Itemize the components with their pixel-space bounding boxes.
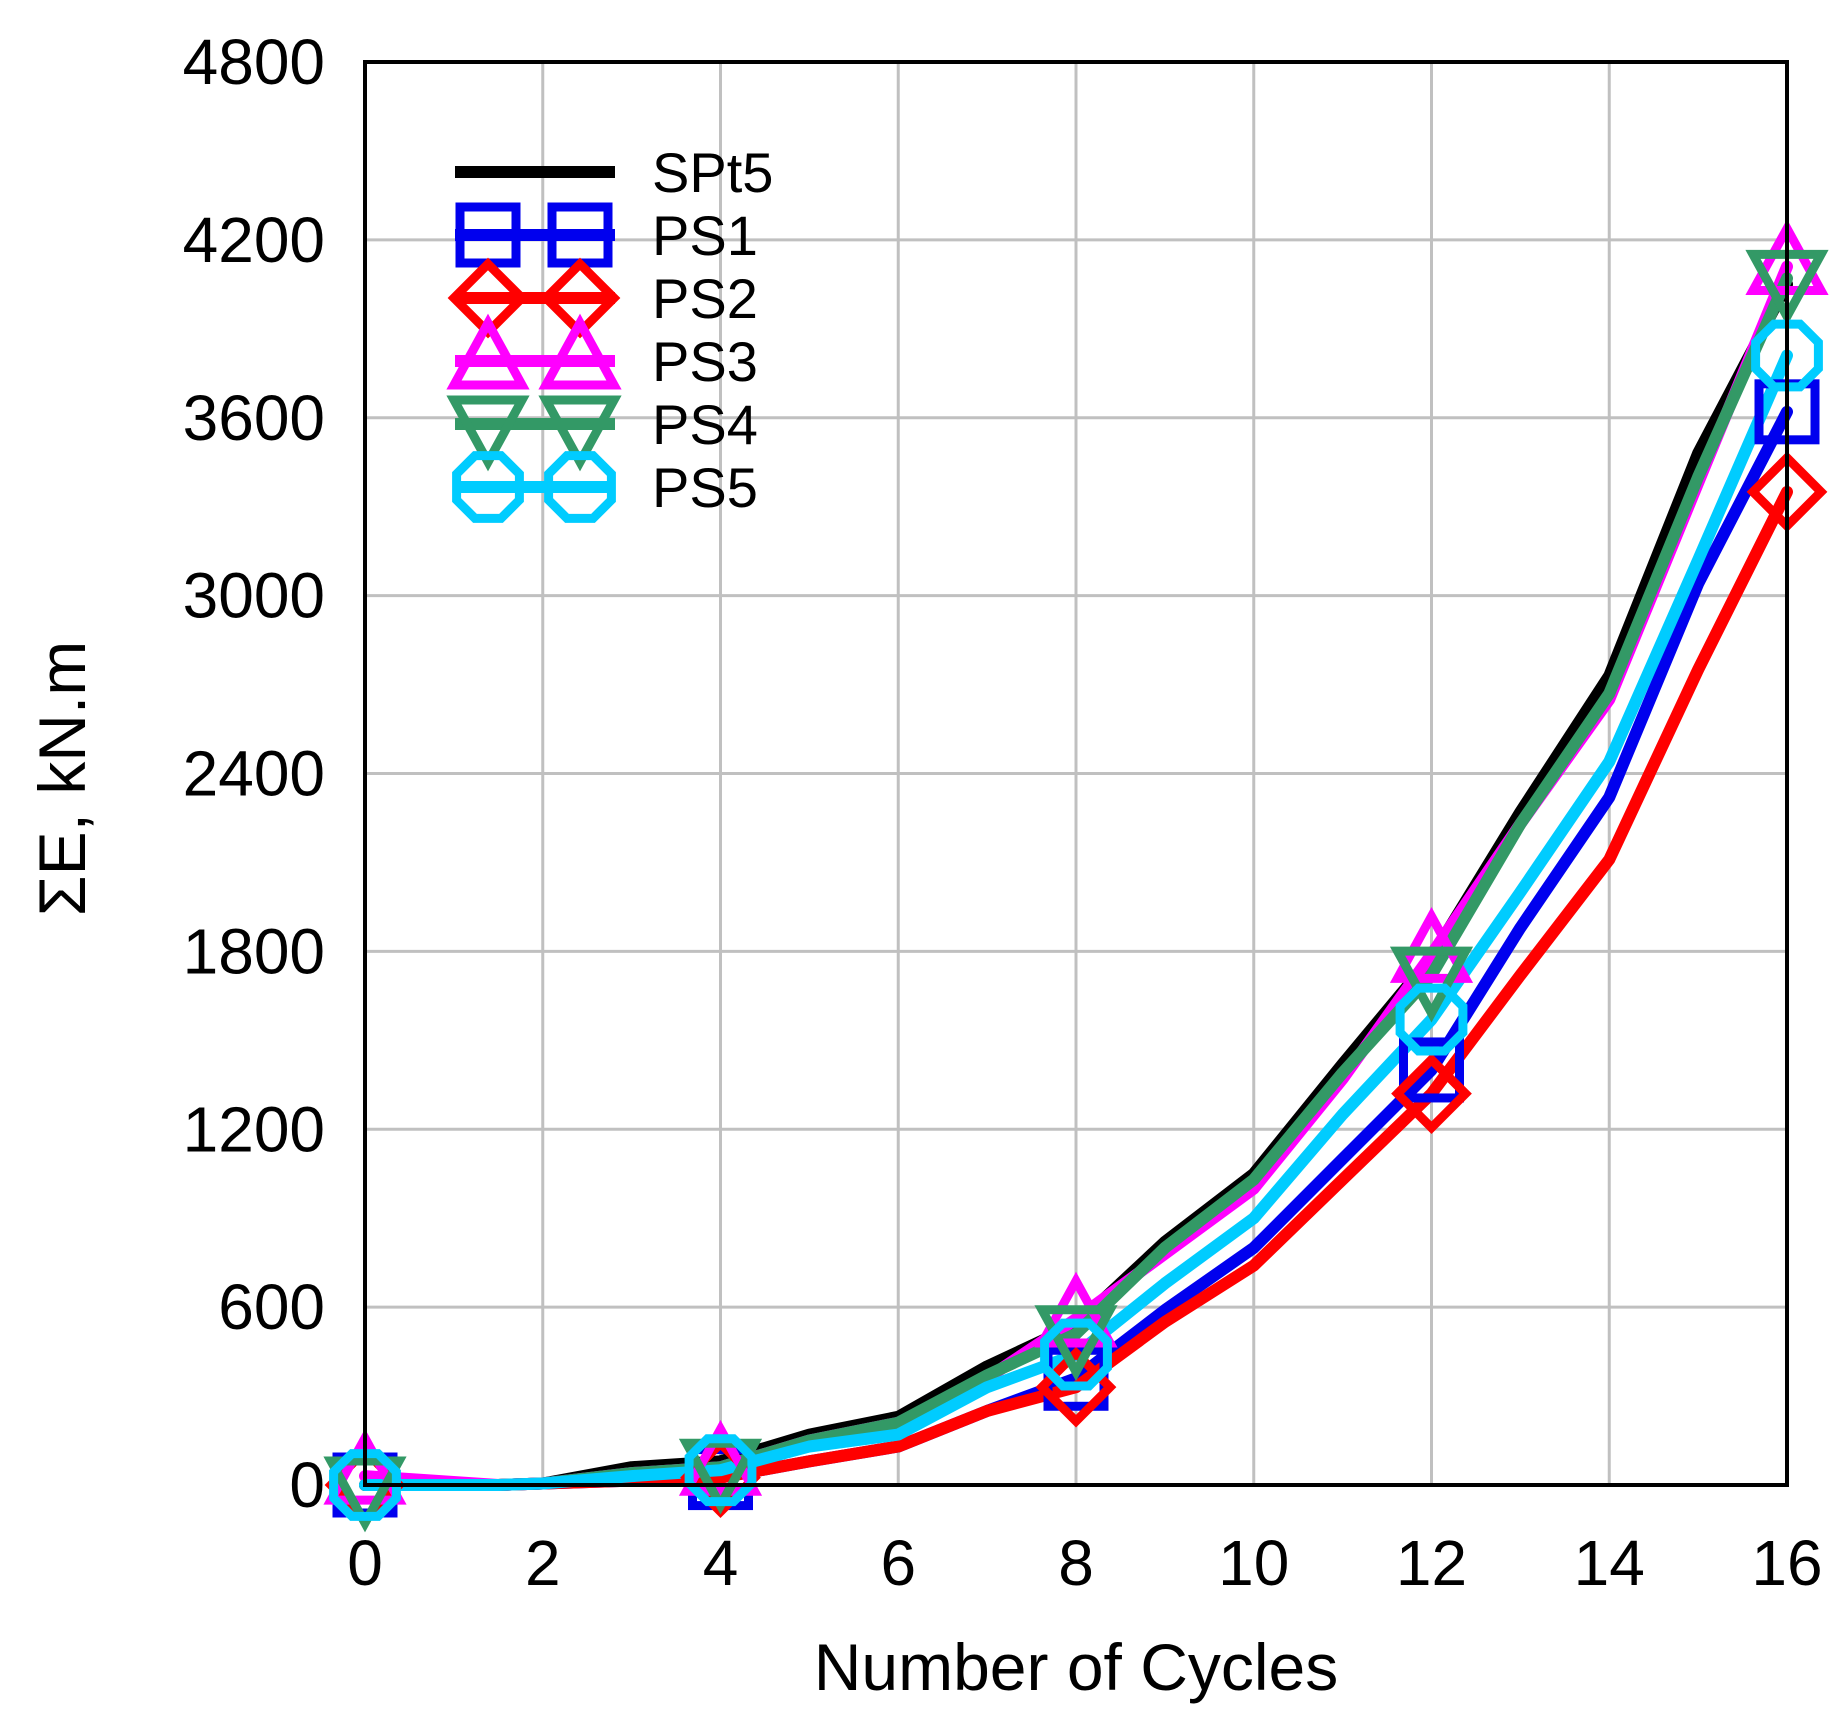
series-markers <box>323 219 1829 1533</box>
y-tick-label: 2400 <box>183 738 325 810</box>
x-tick-label: 8 <box>1058 1527 1094 1599</box>
y-tick-label: 3600 <box>183 382 325 454</box>
x-tick-label: 16 <box>1751 1527 1822 1599</box>
y-axis-ticks: 0 600 1200 1800 2400 3000 3600 4200 4800 <box>183 26 325 1521</box>
legend-entry-spt5: SPt5 <box>455 141 773 204</box>
legend-label: PS2 <box>652 267 758 330</box>
x-tick-label: 0 <box>347 1527 383 1599</box>
x-axis-label: Number of Cycles <box>814 1630 1339 1704</box>
legend-label: SPt5 <box>652 141 773 204</box>
legend-marker <box>446 395 530 472</box>
x-tick-label: 14 <box>1574 1527 1645 1599</box>
data-point-ps4 <box>1034 1305 1118 1382</box>
data-point-ps4 <box>1389 946 1474 1023</box>
plot-frame <box>363 60 1789 1487</box>
x-axis-ticks: 0 2 4 6 8 10 12 14 16 <box>347 1527 1822 1599</box>
data-point-ps5 <box>1751 319 1823 392</box>
data-point-ps2 <box>1391 1053 1472 1135</box>
data-point-ps5 <box>1040 1318 1112 1391</box>
y-tick-label: 4800 <box>183 26 325 98</box>
legend-marker <box>538 395 622 472</box>
data-point-ps3 <box>678 1419 763 1496</box>
y-tick-label: 0 <box>289 1449 325 1521</box>
data-point-ps5 <box>684 1434 757 1507</box>
legend-marker <box>538 313 622 390</box>
x-tick-label: 6 <box>880 1527 916 1599</box>
x-tick-label: 12 <box>1396 1527 1467 1599</box>
y-axis-label: ΣE, kN.m <box>25 641 99 916</box>
legend-label: PS4 <box>652 393 758 456</box>
data-point-ps5 <box>329 1449 401 1521</box>
x-tick-label: 4 <box>703 1527 739 1599</box>
data-point-ps1 <box>1399 1037 1464 1103</box>
legend-marker <box>452 451 524 523</box>
legend-marker <box>446 313 530 390</box>
x-tick-label: 10 <box>1218 1527 1289 1599</box>
legend-label: PS3 <box>652 330 758 393</box>
y-tick-label: 1800 <box>183 915 325 987</box>
y-tick-label: 3000 <box>183 560 325 632</box>
legend-entry-ps5: PS5 <box>452 451 758 523</box>
y-tick-label: 4200 <box>183 204 325 276</box>
data-point-ps5 <box>1395 983 1468 1056</box>
y-tick-label: 1200 <box>183 1093 325 1165</box>
data-point-ps3 <box>323 1428 407 1505</box>
legend-marker <box>544 451 616 523</box>
y-tick-label: 600 <box>218 1271 325 1343</box>
x-tick-label: 2 <box>525 1527 561 1599</box>
legend-entry-ps3: PS3 <box>446 313 758 393</box>
legend-entry-ps4: PS4 <box>446 393 758 472</box>
legend-label: PS5 <box>652 456 758 519</box>
legend-label: PS1 <box>652 204 758 267</box>
